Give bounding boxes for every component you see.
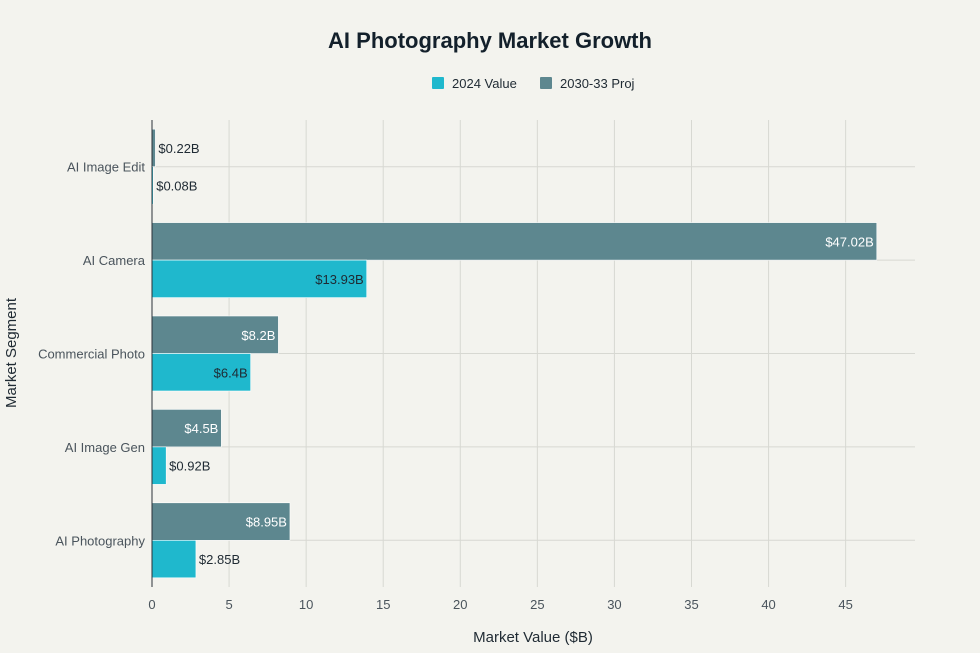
- x-tick-label: 45: [838, 597, 852, 612]
- x-tick-label: 30: [607, 597, 621, 612]
- data-labels: $8.95B $2.85B $4.5B $0.92B $8.2B $6.4B $47.02B…: [156, 141, 874, 567]
- x-tick-label: 5: [225, 597, 232, 612]
- y-axis-title: Market Segment: [3, 297, 20, 408]
- y-tick-label: Commercial Photo: [38, 347, 145, 362]
- x-axis-ticks: 0 5 10 15 20 25 30 35 40 45: [148, 597, 852, 612]
- legend-swatch-2024: [432, 77, 444, 89]
- legend: 2024 Value 2030-33 Proj: [432, 76, 635, 91]
- data-label-2024: $0.08B: [156, 178, 197, 193]
- x-tick-label: 35: [684, 597, 698, 612]
- bar-projection: [151, 502, 291, 541]
- legend-label-2024: 2024 Value: [452, 76, 517, 91]
- y-axis-ticks: AI Photography AI Image Gen Commercial Pho…: [38, 160, 146, 549]
- data-label-2024: $6.4B: [214, 365, 248, 380]
- bar-2024: [151, 539, 197, 579]
- data-label-2024: $0.92B: [169, 459, 210, 474]
- data-label-2024: $2.85B: [199, 552, 240, 567]
- bar-2024: [151, 446, 167, 485]
- bars: [151, 128, 878, 579]
- bar-projection: [151, 315, 279, 354]
- y-tick-label: AI Photography: [55, 533, 145, 548]
- chart-title: AI Photography Market Growth: [328, 28, 652, 53]
- data-label-projection: $0.22B: [158, 141, 199, 156]
- x-axis-title: Market Value ($B): [473, 629, 593, 646]
- x-tick-label: 10: [299, 597, 313, 612]
- data-label-projection: $8.95B: [246, 515, 287, 530]
- bar-projection: [151, 409, 222, 448]
- x-tick-label: 0: [148, 597, 155, 612]
- x-tick-label: 15: [376, 597, 390, 612]
- data-label-projection: $4.5B: [184, 421, 218, 436]
- y-tick-label: AI Camera: [83, 253, 146, 268]
- bar-2024: [151, 353, 251, 392]
- x-tick-label: 25: [530, 597, 544, 612]
- bar-projection: [151, 222, 878, 261]
- data-label-2024: $13.93B: [315, 272, 363, 287]
- y-tick-label: AI Image Gen: [65, 440, 145, 455]
- data-label-projection: $8.2B: [241, 328, 275, 343]
- bar-2024: [151, 259, 368, 298]
- y-tick-label: AI Image Edit: [67, 160, 145, 175]
- legend-label-projection: 2030-33 Proj: [560, 76, 635, 91]
- legend-swatch-projection: [540, 77, 552, 89]
- x-tick-label: 20: [453, 597, 467, 612]
- data-label-projection: $47.02B: [825, 234, 873, 249]
- x-tick-label: 40: [761, 597, 775, 612]
- bar-projection: [151, 128, 156, 167]
